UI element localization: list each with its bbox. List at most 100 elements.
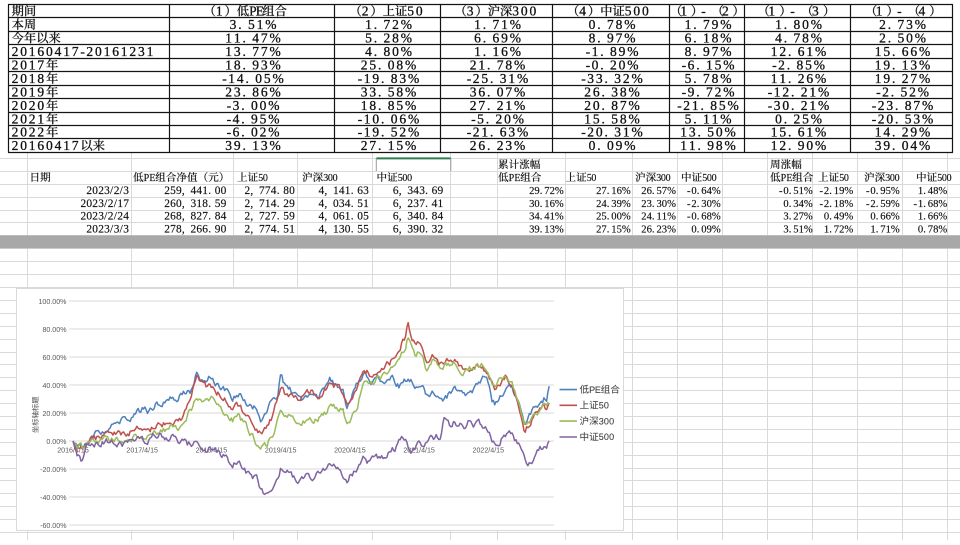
svg-text:12.61%: 12.61% <box>771 44 826 59</box>
svg-text:19.27%: 19.27% <box>875 71 930 86</box>
svg-text:50: 50 <box>258 173 268 184</box>
svg-text:18.93%: 18.93% <box>225 57 280 72</box>
svg-text:21.78%: 21.78% <box>470 57 525 72</box>
svg-text:2023/2/24: 2023/2/24 <box>81 211 130 223</box>
svg-text:300: 300 <box>656 173 670 184</box>
svg-text:0.66%: 0.66% <box>870 212 900 223</box>
svg-text:23.30%: 23.30% <box>641 199 676 210</box>
svg-text:27.16%: 27.16% <box>596 186 631 197</box>
svg-text:3.51%: 3.51% <box>230 17 277 32</box>
svg-text:500: 500 <box>702 173 716 184</box>
svg-text:-2.18%: -2.18% <box>820 199 854 210</box>
svg-text:0.34%: 0.34% <box>783 199 813 210</box>
svg-text:26.23%: 26.23% <box>470 138 525 153</box>
svg-text:278,266.90: 278,266.90 <box>164 224 226 236</box>
svg-text:0.49%: 0.49% <box>824 212 854 223</box>
svg-text:100.00%: 100.00% <box>38 298 67 306</box>
svg-text:1.48%: 1.48% <box>918 186 948 197</box>
svg-text:3.27%: 3.27% <box>783 212 813 223</box>
svg-text:39.04%: 39.04% <box>875 138 930 153</box>
svg-text:300: 300 <box>512 3 536 18</box>
svg-text:2,774.80: 2,774.80 <box>245 185 296 197</box>
svg-text:1: 1 <box>216 3 223 18</box>
svg-text:26.57%: 26.57% <box>641 186 676 197</box>
svg-text:34.41%: 34.41% <box>529 212 564 223</box>
svg-text:18.85%: 18.85% <box>361 98 416 113</box>
svg-text:2023/3/3: 2023/3/3 <box>86 224 129 236</box>
svg-text:20.87%: 20.87% <box>584 98 639 113</box>
svg-text:80.00%: 80.00% <box>42 326 67 334</box>
svg-text:11.98%: 11.98% <box>680 138 735 153</box>
svg-text:3.51%: 3.51% <box>783 225 813 236</box>
svg-text:2,714.29: 2,714.29 <box>245 198 296 210</box>
svg-text:50: 50 <box>599 401 609 411</box>
svg-text:24.39%: 24.39% <box>596 199 631 210</box>
svg-text:6,237.41: 6,237.41 <box>393 198 444 210</box>
svg-text:-2.19%: -2.19% <box>820 186 854 197</box>
svg-text:25.00%: 25.00% <box>596 212 631 223</box>
svg-text:PE: PE <box>589 385 601 395</box>
svg-text:2022/4/15: 2022/4/15 <box>473 447 505 455</box>
svg-text:500: 500 <box>937 173 951 184</box>
svg-text:1.71%: 1.71% <box>474 17 521 32</box>
svg-text:1: 1 <box>876 3 883 18</box>
svg-text:15.66%: 15.66% <box>875 44 930 59</box>
svg-text:5.28%: 5.28% <box>365 30 412 45</box>
svg-text:8.97%: 8.97% <box>685 44 732 59</box>
svg-text:1: 1 <box>768 3 775 18</box>
svg-text:0.25%: 0.25% <box>775 111 822 126</box>
svg-text:-: - <box>701 3 706 18</box>
svg-text:11.26%: 11.26% <box>771 71 826 86</box>
svg-text:2021/4/15: 2021/4/15 <box>403 447 435 455</box>
svg-text:27.15%: 27.15% <box>596 225 631 236</box>
svg-text:500: 500 <box>398 173 412 184</box>
svg-text:50: 50 <box>587 173 597 184</box>
svg-text:1.72%: 1.72% <box>365 17 412 32</box>
svg-text:259,441.00: 259,441.00 <box>164 185 226 197</box>
svg-text:30.16%: 30.16% <box>529 199 564 210</box>
svg-text:2.73%: 2.73% <box>879 17 926 32</box>
svg-text:2019/4/15: 2019/4/15 <box>265 447 297 455</box>
svg-text:40.00%: 40.00% <box>42 382 67 390</box>
svg-text:23.86%: 23.86% <box>225 84 280 99</box>
svg-text:300: 300 <box>885 173 899 184</box>
svg-text:24.11%: 24.11% <box>641 212 676 223</box>
svg-text:-40.00%: -40.00% <box>40 494 67 502</box>
svg-text:PE: PE <box>509 173 521 184</box>
svg-text:50: 50 <box>839 173 849 184</box>
svg-text:-20.00%: -20.00% <box>40 466 67 474</box>
svg-text:29.72%: 29.72% <box>529 186 564 197</box>
svg-text:20.00%: 20.00% <box>42 410 67 418</box>
svg-text:15.61%: 15.61% <box>771 124 826 139</box>
svg-text:0.78%: 0.78% <box>589 17 636 32</box>
svg-text:0.09%: 0.09% <box>589 138 636 153</box>
svg-text:PE: PE <box>249 3 264 18</box>
svg-text:500: 500 <box>625 3 649 18</box>
svg-text:6,343.69: 6,343.69 <box>393 185 444 197</box>
svg-text:26.38%: 26.38% <box>584 84 639 99</box>
svg-text:2: 2 <box>722 3 729 18</box>
svg-text:5.11%: 5.11% <box>685 111 732 126</box>
svg-text:300: 300 <box>599 416 614 426</box>
svg-text:-60.00%: -60.00% <box>40 522 67 530</box>
svg-text:36.07%: 36.07% <box>470 84 525 99</box>
svg-text:1.16%: 1.16% <box>474 44 521 59</box>
svg-text:-0.51%: -0.51% <box>779 186 813 197</box>
svg-text:6,390.32: 6,390.32 <box>393 224 444 236</box>
svg-text:2,774.51: 2,774.51 <box>245 224 296 236</box>
svg-text:4.78%: 4.78% <box>775 30 822 45</box>
svg-text:4,061.05: 4,061.05 <box>319 211 370 223</box>
svg-text:5.78%: 5.78% <box>685 71 732 86</box>
svg-text:2020/4/15: 2020/4/15 <box>334 447 366 455</box>
svg-text:13.50%: 13.50% <box>680 124 735 139</box>
svg-text:2: 2 <box>362 3 369 18</box>
svg-text:-: - <box>790 3 795 18</box>
svg-text:20160417-20161231: 20160417-20161231 <box>12 44 154 59</box>
svg-text:60.00%: 60.00% <box>42 354 67 362</box>
svg-text:2,727.59: 2,727.59 <box>245 211 296 223</box>
svg-text:3: 3 <box>812 3 819 18</box>
svg-text:2023/2/3: 2023/2/3 <box>86 185 129 197</box>
svg-text:0.09%: 0.09% <box>691 225 721 236</box>
svg-text:4,130.55: 4,130.55 <box>319 224 370 236</box>
svg-text:11.47%: 11.47% <box>225 30 280 45</box>
